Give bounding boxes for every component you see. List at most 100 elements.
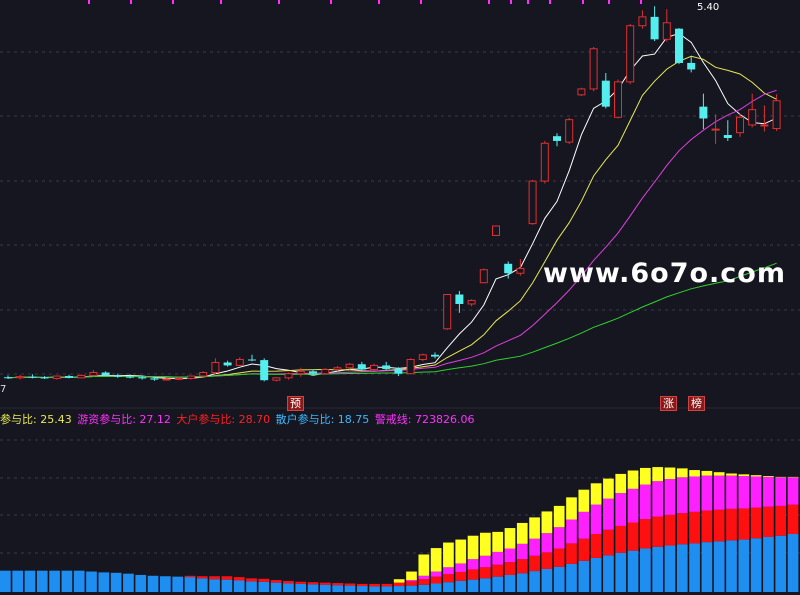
volume-participation-segment [516, 522, 528, 544]
volume-retail-segment [640, 548, 651, 592]
volume-big-holder-segment [553, 548, 565, 567]
volume-retail-segment [0, 570, 11, 592]
volume-retail-segment [590, 557, 602, 592]
candle-body-up [589, 48, 598, 90]
volume-big-holder-segment [258, 578, 270, 582]
candle-body-up [467, 299, 476, 305]
high-price-label: 5.40 [697, 2, 720, 13]
volume-participation-segment [553, 505, 565, 528]
volume-retail-segment [369, 586, 380, 592]
candle-body-up [662, 22, 671, 40]
candle-body-up [345, 363, 354, 369]
volume-retail-segment [393, 586, 405, 592]
volume-big-holder-segment [356, 583, 368, 587]
candle-body-down [260, 360, 269, 381]
volume-big-holder-segment [332, 583, 344, 586]
candle-body-up [52, 375, 61, 379]
volume-retail-segment [172, 576, 184, 592]
volume-retail-segment [270, 582, 282, 592]
candle-body-down [504, 263, 513, 274]
volume-participation-segment [676, 468, 688, 478]
volume-hot-money-segment [529, 538, 540, 556]
candle-body-up [748, 109, 757, 126]
volume-hot-money-segment [480, 555, 491, 568]
volume-hot-money-segment [504, 548, 516, 563]
volume-big-holder-segment [209, 576, 220, 580]
candle-body-up [736, 116, 744, 134]
volume-participation-segment [664, 467, 676, 480]
volume-participation-segment [393, 579, 405, 583]
top-tick-mark [220, 0, 222, 4]
volume-big-holder-segment [701, 510, 713, 543]
candle-body-up [638, 16, 647, 27]
volume-big-holder-segment [295, 581, 307, 584]
volume-retail-segment [344, 585, 356, 592]
volume-retail-segment [443, 582, 454, 592]
volume-participation-segment [418, 554, 430, 576]
volume-retail-segment [467, 579, 479, 592]
candle-body-up [77, 374, 86, 379]
volume-big-holder-segment [689, 511, 700, 544]
volume-participation-segment [763, 476, 774, 477]
candle-body-down [28, 376, 37, 378]
volume-retail-segment [787, 534, 799, 592]
top-tick-mark [549, 0, 551, 4]
volume-retail-segment [73, 570, 85, 592]
volume-big-holder-segment [566, 543, 577, 564]
volume-hot-money-segment [430, 571, 442, 577]
legend-warning-line: 警戒线: 723826.06 [374, 413, 475, 426]
volume-big-holder-segment [492, 564, 504, 577]
volume-participation-segment [455, 539, 467, 564]
candle-body-down [4, 377, 12, 379]
candle-body-down [126, 376, 134, 378]
volume-hot-money-segment [701, 475, 713, 511]
volume-hot-money-segment [738, 476, 750, 509]
volume-retail-segment [233, 580, 245, 592]
volume-participation-segment [406, 571, 417, 581]
top-tick-mark [420, 0, 422, 4]
volume-retail-segment [750, 538, 762, 592]
volume-retail-segment [529, 571, 540, 592]
candle-body-up [492, 225, 500, 236]
candle-body-down [699, 106, 708, 119]
volume-hot-money-segment [578, 511, 590, 539]
volume-hot-money-segment [652, 481, 664, 517]
volume-big-holder-segment [233, 577, 245, 581]
candle-body-up [174, 377, 183, 380]
volume-big-holder-segment [627, 522, 639, 551]
volume-hot-money-segment [492, 551, 504, 565]
volume-retail-segment [566, 563, 577, 592]
volume-big-holder-segment [344, 583, 356, 586]
volume-big-holder-segment [713, 509, 725, 542]
volume-participation-segment [443, 542, 454, 568]
candle-body-up [528, 180, 537, 225]
volume-hot-money-segment [455, 563, 467, 572]
moving-average-lines [7, 32, 777, 380]
legend-retail: 散户参与比: 18.75 [275, 413, 370, 426]
candle-body-up [565, 119, 574, 143]
volume-retail-segment [49, 570, 60, 592]
volume-hot-money-segment [713, 475, 725, 510]
legend-hot-money: 游资参与比: 27.12 [77, 413, 171, 426]
volume-participation-segment [640, 467, 651, 485]
volume-participation-segment [590, 483, 602, 505]
volume-hot-money-segment [418, 575, 430, 580]
volume-big-holder-segment [418, 579, 430, 585]
volume-retail-segment [12, 570, 24, 592]
volume-participation-segment [738, 474, 750, 477]
volume-big-holder-segment [430, 576, 442, 584]
volume-retail-segment [516, 573, 528, 592]
volume-big-holder-segment [221, 576, 233, 580]
volume-retail-segment [480, 578, 491, 592]
candle-body-down [309, 371, 317, 374]
volume-retail-segment [332, 585, 344, 592]
volume-big-holder-segment [750, 507, 762, 539]
ma5-line [7, 32, 777, 380]
volume-hot-money-segment [787, 477, 799, 505]
volume-big-holder-segment [369, 583, 380, 587]
candle-body-up [235, 359, 244, 366]
volume-retail-segment [381, 586, 393, 592]
volume-hot-money-segment [406, 580, 417, 582]
candle-body-down [138, 377, 147, 379]
